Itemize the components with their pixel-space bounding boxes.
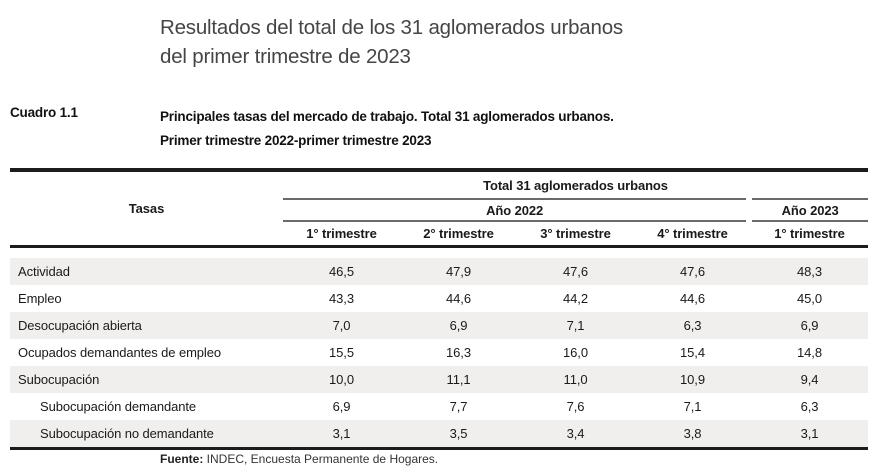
- underline-segment-2022: [283, 198, 747, 200]
- year-header-2022: Año 2022: [283, 200, 747, 222]
- cell-value: 16,3: [446, 345, 471, 360]
- cell-value: 6,9: [449, 318, 468, 333]
- corner-header-tasas: Tasas: [128, 201, 165, 216]
- cell-value: 3,5: [449, 426, 468, 441]
- cell-value: 10,0: [329, 372, 354, 387]
- cell-value: 3,4: [566, 426, 585, 441]
- cell-value: 47,6: [563, 264, 588, 279]
- cell-value: 11,1: [446, 372, 471, 387]
- table-row: Desocupación abierta 7,0 6,9 7,1 6,3 6,9: [10, 312, 868, 339]
- cell-value: 16,0: [563, 345, 588, 360]
- header-data-area: Total 31 aglomerados urbanos Año 2022 Añ…: [283, 172, 868, 245]
- table-subtitle-line1: Principales tasas del mercado de trabajo…: [160, 109, 614, 124]
- cell-value: 7,6: [566, 399, 585, 414]
- underline-segment-2023: [752, 198, 868, 200]
- column-header: 2° trimestre: [423, 226, 494, 241]
- cell-value: 47,9: [446, 264, 471, 279]
- table-row: Subocupación 10,0 11,1 11,0 10,9 9,4: [10, 366, 868, 393]
- cell-value: 46,5: [329, 264, 354, 279]
- column-header: 1° trimestre: [774, 226, 845, 241]
- cell-value: 7,7: [449, 399, 468, 414]
- table-subtitle: Principales tasas del mercado de trabajo…: [160, 105, 614, 152]
- row-label: Subocupación no demandante: [40, 426, 214, 441]
- cell-value: 6,3: [683, 318, 702, 333]
- cell-value: 44,6: [680, 291, 705, 306]
- cell-value: 3,8: [683, 426, 702, 441]
- cell-value: 44,6: [446, 291, 471, 306]
- table-row: Ocupados demandantes de empleo 15,5 16,3 1…: [10, 339, 868, 366]
- source-text: INDEC, Encuesta Permanente de Hogares.: [203, 452, 439, 466]
- row-label: Subocupación demandante: [40, 399, 196, 414]
- year-header-row: Año 2022 Año 2023: [283, 200, 868, 222]
- column-header: 3° trimestre: [540, 226, 611, 241]
- cell-value: 6,9: [800, 318, 819, 333]
- table-row: Actividad 46,5 47,9 47,6 47,6 48,3: [10, 258, 868, 285]
- table-row: Subocupación no demandante 3,1 3,5 3,4 3,8 3…: [10, 420, 868, 447]
- cell-value: 47,6: [680, 264, 705, 279]
- cell-value: 7,1: [566, 318, 585, 333]
- trimestre-header-row: 1° trimestre 2° trimestre 3° trimestre 4° t…: [283, 222, 868, 245]
- cell-value: 6,9: [332, 399, 351, 414]
- page-title: Resultados del total de los 31 aglomerad…: [160, 13, 623, 71]
- table-number-label: Cuadro 1.1: [10, 105, 78, 120]
- cell-value: 9,4: [800, 372, 819, 387]
- cell-value: 15,4: [680, 345, 705, 360]
- source-label: Fuente:: [160, 452, 204, 466]
- column-header: 4° trimestre: [657, 226, 728, 241]
- table-header: Tasas Total 31 aglomerados urbanos Año 2…: [10, 172, 868, 248]
- page-title-line2: del primer trimestre de 2023: [160, 45, 411, 68]
- table-body: Actividad 46,5 47,9 47,6 47,6 48,3 Empleo 43…: [10, 248, 868, 450]
- cell-value: 14,8: [797, 345, 822, 360]
- cell-value: 7,0: [332, 318, 351, 333]
- year-header-2023: Año 2023: [752, 200, 868, 222]
- column-header: 1° trimestre: [306, 226, 377, 241]
- page-title-line1: Resultados del total de los 31 aglomerad…: [160, 16, 623, 39]
- cell-value: 10,9: [680, 372, 705, 387]
- labor-rates-table: Tasas Total 31 aglomerados urbanos Año 2…: [10, 168, 868, 450]
- table-row: Empleo 43,3 44,6 44,2 44,6 45,0: [10, 285, 868, 312]
- cell-value: 43,3: [329, 291, 354, 306]
- cell-value: 6,3: [800, 399, 819, 414]
- cell-value: 3,1: [332, 426, 351, 441]
- cell-value: 15,5: [329, 345, 354, 360]
- cell-value: 7,1: [683, 399, 702, 414]
- cell-value: 3,1: [800, 426, 819, 441]
- cell-value: 45,0: [797, 291, 822, 306]
- row-label: Ocupados demandantes de empleo: [18, 345, 221, 360]
- cell-value: 48,3: [797, 264, 822, 279]
- cell-value: 44,2: [563, 291, 588, 306]
- row-label: Desocupación abierta: [18, 318, 142, 333]
- group-header-total-31: Total 31 aglomerados urbanos: [483, 177, 668, 193]
- table-subtitle-line2: Primer trimestre 2022-primer trimestre 2…: [160, 132, 432, 148]
- cell-value: 11,0: [563, 372, 588, 387]
- table-row: Subocupación demandante 6,9 7,7 7,6 7,1 6,3: [10, 393, 868, 420]
- source-note: Fuente: INDEC, Encuesta Permanente de Ho…: [160, 452, 438, 466]
- row-label: Actividad: [18, 264, 70, 279]
- row-label: Empleo: [18, 291, 62, 306]
- group-header-underline: [283, 198, 868, 200]
- row-label: Subocupación: [18, 372, 100, 387]
